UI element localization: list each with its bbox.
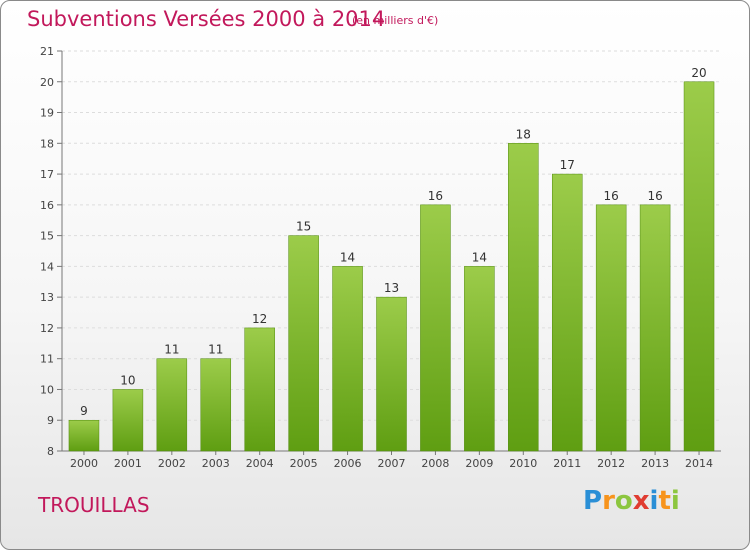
y-tick-label: 8 — [47, 445, 54, 458]
bar — [464, 266, 495, 452]
x-tick-label: 2005 — [290, 457, 318, 470]
y-tick-label: 18 — [40, 137, 54, 150]
x-tick-label: 2006 — [334, 457, 362, 470]
bar-value-label: 15 — [296, 220, 311, 234]
bar — [156, 358, 188, 452]
labels: 9 2000 10 2001 11 2002 11 2003 12 2004 15 2005 14 200… — [70, 66, 713, 470]
y-tick-label: 20 — [40, 76, 54, 89]
bar — [376, 296, 407, 452]
logo-letter: i — [649, 486, 659, 516]
bar — [112, 389, 144, 452]
bars — [68, 81, 715, 452]
x-tick-label: 2013 — [641, 457, 669, 470]
bar — [244, 327, 275, 452]
bar-value-label: 14 — [472, 250, 487, 264]
x-tick-label: 2014 — [685, 457, 713, 470]
y-tick-label: 11 — [40, 353, 54, 366]
y-tick-label: 15 — [40, 230, 54, 243]
proxiti-logo: Proxiti — [583, 486, 680, 516]
y-tick-label: 9 — [47, 414, 54, 427]
x-tick-label: 2009 — [465, 457, 493, 470]
x-tick-label: 2001 — [114, 457, 142, 470]
bar — [68, 419, 100, 452]
y-tick-label: 12 — [40, 322, 54, 335]
bar — [551, 173, 583, 452]
logo-letter: r — [602, 486, 615, 516]
bar — [420, 204, 451, 452]
bar — [332, 266, 363, 452]
y-tick-label: 16 — [40, 199, 54, 212]
chart-unit-label: (en milliers d'€) — [352, 14, 439, 27]
x-tick-label: 2000 — [70, 457, 98, 470]
chart-title: Subventions Versées 2000 à 2014 — [27, 7, 386, 31]
bar-value-label: 16 — [647, 189, 662, 203]
x-tick-label: 2003 — [202, 457, 230, 470]
bar — [639, 204, 671, 452]
bar-value-label: 12 — [252, 312, 267, 326]
bar-value-label: 11 — [208, 343, 223, 357]
y-tick-label: 17 — [40, 168, 54, 181]
y-tick-label: 14 — [40, 260, 54, 273]
x-tick-label: 2002 — [158, 457, 186, 470]
bar-value-label: 20 — [691, 66, 706, 80]
bar-value-label: 14 — [340, 250, 355, 264]
y-tick-label: 13 — [40, 291, 54, 304]
x-tick-label: 2007 — [378, 457, 406, 470]
logo-letter: P — [583, 486, 603, 516]
bar-value-label: 16 — [604, 189, 619, 203]
bar — [683, 81, 715, 452]
bar-value-label: 13 — [384, 281, 399, 295]
x-tick-label: 2008 — [421, 457, 449, 470]
bar-value-label: 17 — [560, 158, 575, 172]
bar — [508, 143, 539, 452]
y-tick-label: 19 — [40, 107, 54, 120]
logo-letter: o — [614, 486, 633, 516]
bar-value-label: 11 — [164, 343, 179, 357]
bar-value-label: 9 — [80, 404, 88, 418]
logo-letter: t — [658, 486, 671, 516]
x-tick-label: 2010 — [509, 457, 537, 470]
logo-letter: i — [670, 486, 680, 516]
bar — [288, 235, 319, 452]
bar — [595, 204, 627, 452]
y-tick-label: 10 — [40, 383, 54, 396]
bar — [200, 358, 232, 452]
x-tick-label: 2011 — [553, 457, 581, 470]
x-tick-label: 2012 — [597, 457, 625, 470]
bar-value-label: 16 — [428, 189, 443, 203]
x-tick-label: 2004 — [246, 457, 274, 470]
commune-name: TROUILLAS — [38, 493, 150, 517]
logo-letter: x — [632, 486, 650, 516]
bar-value-label: 18 — [516, 127, 531, 141]
y-tick-label: 21 — [40, 45, 54, 58]
bar-value-label: 10 — [120, 373, 135, 387]
